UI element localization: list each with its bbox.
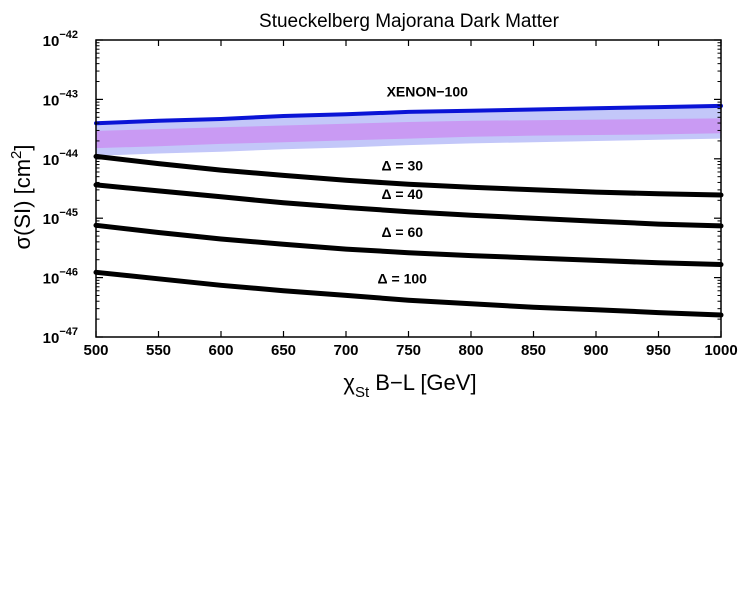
y-tick-label: 10−46 [43,267,78,288]
y-tick-label: 10−43 [43,88,78,109]
y-tick-label: 10−42 [43,29,78,50]
x-tick-label: 650 [271,342,296,359]
series-line-2 [93,182,724,229]
curve-annotation: Δ = 100 [378,271,428,287]
curve-annotation: Δ = 40 [381,186,423,202]
y-tick-label: 10−45 [43,207,78,228]
ticks-layer: 500 550 600 650 700 750 800 850 900 950 1000 10−47 1… [43,29,738,359]
curve-annotation: Δ = 60 [381,224,423,240]
x-axis-label: χSt B−L [GeV] [343,370,476,401]
annotations-layer: XENON−100 Δ = 30 Δ = 40 Δ = 60 Δ = 100 [378,83,469,286]
x-tick-label: 1000 [704,342,737,359]
x-tick-label: 850 [521,342,546,359]
series-layer [93,103,724,318]
x-tick-label: 750 [396,342,421,359]
series-line-3 [93,222,724,267]
band-1 [96,118,721,149]
x-tick-label: 500 [83,342,108,359]
x-tick-label: 700 [333,342,358,359]
x-tick-label: 950 [646,342,671,359]
bands-layer [96,107,721,156]
x-tick-label: 550 [146,342,171,359]
axis-labels-layer: χSt B−L [GeV] σ(SI) [cm2] [8,144,477,401]
y-tick-label: 10−44 [43,148,79,169]
series-line-0 [94,103,723,126]
series-line-4 [93,269,724,318]
x-tick-label: 900 [583,342,608,359]
y-tick-label: 10−47 [43,326,78,347]
x-tick-label: 600 [208,342,233,359]
curve-annotation: Δ = 30 [381,158,423,174]
chart-title: Stueckelberg Majorana Dark Matter [259,11,560,32]
x-tick-label: 800 [458,342,483,359]
y-axis-label: σ(SI) [cm2] [8,144,35,249]
series-line-1 [93,153,724,198]
curve-annotation: XENON−100 [387,83,469,99]
